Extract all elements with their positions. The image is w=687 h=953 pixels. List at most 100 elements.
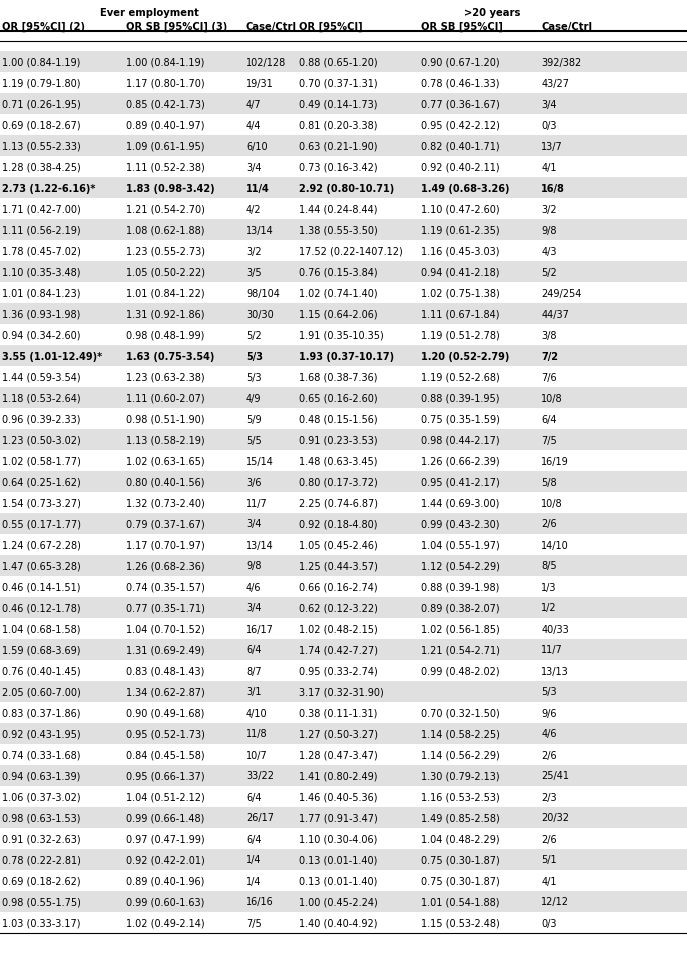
Text: 0.66 (0.16-2.74): 0.66 (0.16-2.74) <box>299 582 377 592</box>
Text: 1.38 (0.55-3.50): 1.38 (0.55-3.50) <box>299 225 378 235</box>
Text: 0.73 (0.16-3.42): 0.73 (0.16-3.42) <box>299 162 377 172</box>
Text: 0.49 (0.14-1.73): 0.49 (0.14-1.73) <box>299 99 377 110</box>
Text: 13/14: 13/14 <box>246 225 273 235</box>
Text: 11/7: 11/7 <box>541 645 563 655</box>
Text: 8/5: 8/5 <box>541 561 557 571</box>
Text: 0.90 (0.67-1.20): 0.90 (0.67-1.20) <box>421 57 499 68</box>
Text: 0.71 (0.26-1.95): 0.71 (0.26-1.95) <box>2 99 81 110</box>
Text: 1.02 (0.74-1.40): 1.02 (0.74-1.40) <box>299 288 377 298</box>
Text: 8/7: 8/7 <box>246 666 262 676</box>
Text: 0.75 (0.35-1.59): 0.75 (0.35-1.59) <box>421 414 500 424</box>
Text: 1.09 (0.61-1.95): 1.09 (0.61-1.95) <box>126 141 204 152</box>
Text: 1.46 (0.40-5.36): 1.46 (0.40-5.36) <box>299 792 377 801</box>
Text: 1.00 (0.45-2.24): 1.00 (0.45-2.24) <box>299 897 378 906</box>
Text: 1.23 (0.55-2.73): 1.23 (0.55-2.73) <box>126 246 205 256</box>
Text: 1.26 (0.68-2.36): 1.26 (0.68-2.36) <box>126 561 204 571</box>
Text: 3/6: 3/6 <box>246 477 262 487</box>
Text: 0.76 (0.40-1.45): 0.76 (0.40-1.45) <box>2 666 80 676</box>
Text: 0.99 (0.43-2.30): 0.99 (0.43-2.30) <box>421 519 499 529</box>
Text: 20/32: 20/32 <box>541 813 570 822</box>
Text: 4/6: 4/6 <box>246 582 262 592</box>
Text: 30/30: 30/30 <box>246 309 273 319</box>
Text: 2.05 (0.60-7.00): 2.05 (0.60-7.00) <box>2 687 81 697</box>
Text: 1/3: 1/3 <box>541 582 557 592</box>
Text: 0/3: 0/3 <box>541 918 557 927</box>
Text: 102/128: 102/128 <box>246 57 286 68</box>
Text: 1.93 (0.37-10.17): 1.93 (0.37-10.17) <box>299 351 394 361</box>
Text: 4/9: 4/9 <box>246 393 262 403</box>
Text: 1.31 (0.69-2.49): 1.31 (0.69-2.49) <box>126 645 204 655</box>
Text: 1.26 (0.66-2.39): 1.26 (0.66-2.39) <box>421 456 499 466</box>
Text: 33/22: 33/22 <box>246 771 274 781</box>
Text: 1.68 (0.38-7.36): 1.68 (0.38-7.36) <box>299 372 377 382</box>
Text: 0.99 (0.66-1.48): 0.99 (0.66-1.48) <box>126 813 204 822</box>
Text: 1.12 (0.54-2.29): 1.12 (0.54-2.29) <box>421 561 500 571</box>
Text: 6/4: 6/4 <box>246 645 262 655</box>
Text: 0.79 (0.37-1.67): 0.79 (0.37-1.67) <box>126 519 205 529</box>
Text: 7/5: 7/5 <box>246 918 262 927</box>
Text: 1.74 (0.42-7.27): 1.74 (0.42-7.27) <box>299 645 378 655</box>
Text: 4/7: 4/7 <box>246 99 262 110</box>
Text: 1.19 (0.79-1.80): 1.19 (0.79-1.80) <box>2 78 80 89</box>
Text: 1.44 (0.24-8.44): 1.44 (0.24-8.44) <box>299 204 377 214</box>
Text: 1.34 (0.62-2.87): 1.34 (0.62-2.87) <box>126 687 205 697</box>
Text: 4/4: 4/4 <box>246 120 262 131</box>
Text: 1.59 (0.68-3.69): 1.59 (0.68-3.69) <box>2 645 80 655</box>
Text: 5/5: 5/5 <box>246 435 262 445</box>
Text: 1.63 (0.75-3.54): 1.63 (0.75-3.54) <box>126 351 214 361</box>
Text: 0.97 (0.47-1.99): 0.97 (0.47-1.99) <box>126 834 204 843</box>
Text: 0.91 (0.32-2.63): 0.91 (0.32-2.63) <box>2 834 80 843</box>
Text: 98/104: 98/104 <box>246 288 280 298</box>
Text: 1/4: 1/4 <box>246 855 262 864</box>
Bar <box>0 639 687 660</box>
Text: 0.69 (0.18-2.67): 0.69 (0.18-2.67) <box>2 120 80 131</box>
Text: 1.15 (0.64-2.06): 1.15 (0.64-2.06) <box>299 309 377 319</box>
Bar <box>0 388 687 409</box>
Text: 1.04 (0.68-1.58): 1.04 (0.68-1.58) <box>2 624 80 634</box>
Text: 0.92 (0.43-1.95): 0.92 (0.43-1.95) <box>2 729 80 739</box>
Text: 1.13 (0.55-2.33): 1.13 (0.55-2.33) <box>2 141 81 152</box>
Text: 1.13 (0.58-2.19): 1.13 (0.58-2.19) <box>126 435 204 445</box>
Text: 0.76 (0.15-3.84): 0.76 (0.15-3.84) <box>299 267 377 277</box>
Text: 11/7: 11/7 <box>246 498 268 508</box>
Text: 1.49 (0.68-3.26): 1.49 (0.68-3.26) <box>421 183 510 193</box>
Text: 40/33: 40/33 <box>541 624 569 634</box>
Text: 0.92 (0.40-2.11): 0.92 (0.40-2.11) <box>421 162 499 172</box>
Text: 1.78 (0.45-7.02): 1.78 (0.45-7.02) <box>2 246 81 256</box>
Text: 1.10 (0.35-3.48): 1.10 (0.35-3.48) <box>2 267 80 277</box>
Text: Case/Ctrl: Case/Ctrl <box>246 22 297 32</box>
Text: 7/5: 7/5 <box>541 435 557 445</box>
Text: 0.80 (0.17-3.72): 0.80 (0.17-3.72) <box>299 477 378 487</box>
Text: 0.77 (0.35-1.71): 0.77 (0.35-1.71) <box>126 603 205 613</box>
Text: 0.95 (0.42-2.12): 0.95 (0.42-2.12) <box>421 120 500 131</box>
Text: 1.03 (0.33-3.17): 1.03 (0.33-3.17) <box>2 918 80 927</box>
Text: 19/31: 19/31 <box>246 78 273 89</box>
Text: 1.27 (0.50-3.27): 1.27 (0.50-3.27) <box>299 729 378 739</box>
Text: 1.02 (0.58-1.77): 1.02 (0.58-1.77) <box>2 456 81 466</box>
Text: 11/4: 11/4 <box>246 183 270 193</box>
Text: 0.74 (0.33-1.68): 0.74 (0.33-1.68) <box>2 750 80 760</box>
Text: 0.94 (0.34-2.60): 0.94 (0.34-2.60) <box>2 330 80 340</box>
Text: 1.04 (0.51-2.12): 1.04 (0.51-2.12) <box>126 792 205 801</box>
Text: 0.81 (0.20-3.38): 0.81 (0.20-3.38) <box>299 120 377 131</box>
Text: 1.23 (0.50-3.02): 1.23 (0.50-3.02) <box>2 435 81 445</box>
Text: 392/382: 392/382 <box>541 57 582 68</box>
Text: 0/3: 0/3 <box>541 120 557 131</box>
Text: 0.95 (0.33-2.74): 0.95 (0.33-2.74) <box>299 666 378 676</box>
Bar <box>0 514 687 535</box>
Text: 0.98 (0.55-1.75): 0.98 (0.55-1.75) <box>2 897 81 906</box>
Text: OR SB [95%CI]: OR SB [95%CI] <box>421 22 503 32</box>
Text: 2/6: 2/6 <box>541 519 557 529</box>
Text: 1.10 (0.47-2.60): 1.10 (0.47-2.60) <box>421 204 499 214</box>
Text: 1/2: 1/2 <box>541 603 557 613</box>
Text: >20 years: >20 years <box>464 8 520 18</box>
Text: 0.55 (0.17-1.77): 0.55 (0.17-1.77) <box>2 519 81 529</box>
Text: 1.16 (0.45-3.03): 1.16 (0.45-3.03) <box>421 246 499 256</box>
Text: 12/12: 12/12 <box>541 897 570 906</box>
Text: 16/16: 16/16 <box>246 897 273 906</box>
Text: 249/254: 249/254 <box>541 288 582 298</box>
Text: 10/8: 10/8 <box>541 393 563 403</box>
Text: 3/2: 3/2 <box>541 204 557 214</box>
Text: 0.95 (0.66-1.37): 0.95 (0.66-1.37) <box>126 771 204 781</box>
Text: 17.52 (0.22-1407.12): 17.52 (0.22-1407.12) <box>299 246 403 256</box>
